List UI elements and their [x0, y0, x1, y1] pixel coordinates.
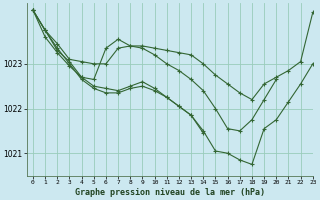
X-axis label: Graphe pression niveau de la mer (hPa): Graphe pression niveau de la mer (hPa) — [75, 188, 265, 197]
